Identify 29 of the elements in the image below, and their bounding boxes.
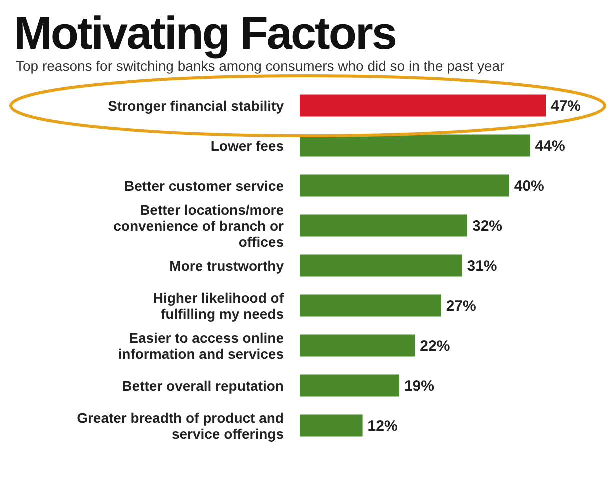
bar (300, 174, 510, 197)
y-tick-label: Greater breadth of product and service offerings (77, 410, 284, 442)
bar (300, 414, 363, 437)
data-label: 40% (514, 178, 544, 196)
y-tick-label: Higher likelihood of fulfilling my needs (153, 290, 284, 322)
y-tick-label: Better locations/more convenience of branch or offices (114, 202, 285, 250)
data-label: 12% (368, 418, 398, 436)
data-label: 47% (551, 98, 582, 116)
bar (300, 254, 462, 277)
bar (300, 214, 468, 237)
chart-subtitle: Top reasons for switching banks among consumers who did so in the past year (15, 58, 506, 74)
y-tick-label: Stronger financial stability (108, 98, 284, 114)
data-label: 22% (420, 338, 450, 356)
bar (300, 334, 416, 357)
data-label: 31% (467, 258, 498, 276)
y-tick-label: Better overall reputation (122, 378, 284, 394)
data-label: 44% (535, 138, 566, 156)
bar (300, 134, 530, 157)
bar (300, 294, 442, 317)
data-label: 19% (404, 378, 434, 396)
y-tick-label: More trustworthy (170, 258, 284, 274)
data-label: 32% (472, 218, 503, 236)
y-tick-label: Lower fees (210, 138, 284, 154)
y-tick-label: Better customer service (124, 178, 284, 194)
y-tick-label: Easier to access online information and services (118, 330, 284, 362)
chart-title: Motivating Factors (13, 7, 397, 59)
bar (300, 374, 400, 397)
bar (300, 94, 546, 117)
data-label: 27% (446, 298, 476, 316)
